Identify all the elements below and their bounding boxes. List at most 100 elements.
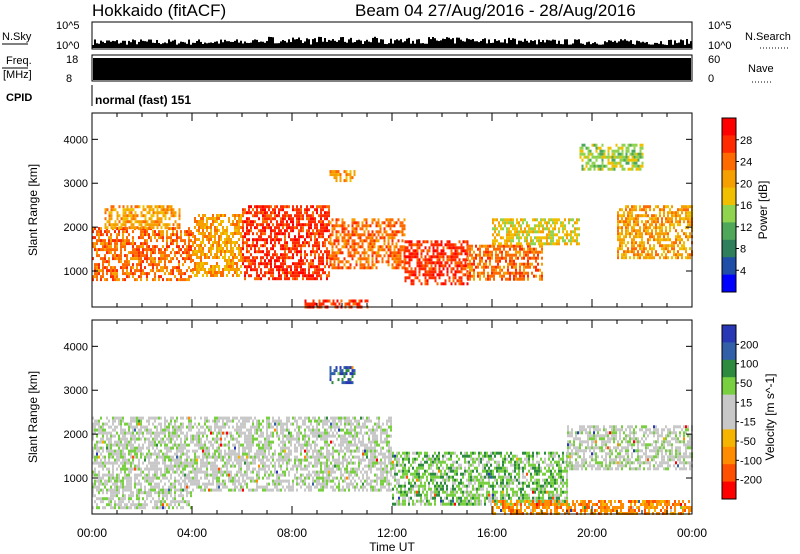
nsky-bar (684, 44, 686, 48)
heatmap-cell (164, 464, 166, 468)
heatmap-cell (144, 437, 146, 441)
heatmap-cell (354, 302, 357, 306)
heatmap-cell (554, 218, 556, 222)
heatmap-cell (186, 443, 188, 447)
heatmap-cell (408, 276, 411, 280)
heatmap-cell (310, 250, 312, 254)
heatmap-cell (629, 152, 632, 156)
heatmap-cell (264, 238, 266, 242)
heatmap-cell (260, 232, 262, 236)
heatmap-cell (130, 443, 132, 447)
heatmap-cell (250, 220, 252, 224)
heatmap-cell (286, 211, 288, 215)
heatmap-cell (523, 265, 525, 269)
heatmap-cell (316, 229, 318, 233)
heatmap-cell (272, 274, 274, 278)
heatmap-cell (331, 224, 334, 228)
heatmap-cell (595, 158, 598, 162)
heatmap-cell (276, 277, 278, 281)
nsky-bar (302, 43, 304, 48)
heatmap-cell (270, 235, 272, 239)
heatmap-cell (150, 488, 152, 492)
heatmap-cell (124, 260, 126, 264)
heatmap-cell (214, 274, 216, 277)
heatmap-cell (196, 476, 198, 480)
heatmap-cell (292, 223, 294, 227)
nsky-bar (160, 44, 162, 48)
heatmap-cell (418, 243, 421, 247)
heatmap-cell (485, 253, 487, 257)
heatmap-cell (448, 243, 451, 247)
heatmap-cell (659, 214, 661, 218)
heatmap-cell (576, 242, 578, 246)
heatmap-cell (176, 251, 178, 255)
heatmap-cell (442, 249, 445, 253)
heatmap-cell (631, 161, 634, 165)
heatmap-cell (232, 241, 234, 244)
heatmap-cell (377, 221, 380, 225)
heatmap-cell (96, 488, 98, 492)
heatmap-cell (232, 262, 234, 265)
heatmap-cell (510, 242, 512, 246)
heatmap-cell (422, 240, 425, 244)
heatmap-cell (112, 422, 114, 426)
heatmap-cell (254, 247, 256, 251)
heatmap-cell (677, 238, 679, 242)
heatmap-cell (320, 211, 322, 215)
heatmap-cell (322, 253, 324, 257)
heatmap-cell (164, 248, 166, 252)
heatmap-cell (506, 239, 508, 243)
heatmap-cell (489, 262, 491, 266)
heatmap-cell (448, 246, 451, 250)
heatmap-cell (226, 265, 228, 268)
heatmap-cell (188, 257, 190, 261)
heatmap-cell (164, 419, 166, 423)
heatmap-cell (180, 455, 182, 459)
heatmap-cell (391, 236, 394, 240)
heatmap-cell (124, 440, 126, 444)
heatmap-cell (347, 173, 350, 177)
heatmap-cell (162, 233, 164, 237)
heatmap-cell (498, 233, 500, 237)
heatmap-cell (164, 440, 166, 444)
heatmap-cell (320, 229, 322, 233)
heatmap-cell (284, 259, 286, 263)
heatmap-cell (617, 253, 619, 257)
heatmap-cell (176, 226, 179, 230)
heatmap-cell (226, 232, 228, 235)
heatmap-cell (282, 253, 284, 257)
nsky-bar (654, 42, 656, 48)
heatmap-cell (208, 271, 210, 274)
heatmap-cell (395, 242, 398, 246)
heatmap-cell (134, 482, 136, 486)
heatmap-cell (511, 259, 513, 263)
heatmap-cell (108, 263, 110, 267)
heatmap-cell (525, 271, 527, 275)
heatmap-cell (110, 205, 113, 209)
heatmap-cell (446, 270, 449, 274)
heatmap-cell (375, 221, 378, 225)
heatmap-cell (520, 242, 522, 246)
heatmap-cell (675, 253, 677, 257)
heatmap-cell (625, 244, 627, 248)
heatmap-cell (98, 431, 100, 435)
heatmap-cell (236, 256, 238, 259)
heatmap-cell (581, 164, 584, 168)
heatmap-cell (655, 220, 657, 224)
heatmap-cell (170, 431, 172, 435)
heatmap-cell (242, 220, 244, 224)
heatmap-cell (264, 265, 266, 269)
heatmap-cell (352, 302, 355, 306)
heatmap-cell (302, 235, 304, 239)
heatmap-cell (446, 273, 449, 277)
heatmap-cell (576, 236, 578, 240)
heatmap-cell (202, 214, 204, 217)
heatmap-cell (497, 256, 499, 260)
heatmap-cell (412, 249, 415, 253)
heatmap-cell (651, 235, 653, 239)
heatmap-cell (689, 217, 691, 221)
heatmap-cell (657, 238, 659, 242)
heatmap-cell (355, 233, 358, 237)
heatmap-cell (410, 267, 413, 271)
heatmap-cell (180, 476, 182, 480)
